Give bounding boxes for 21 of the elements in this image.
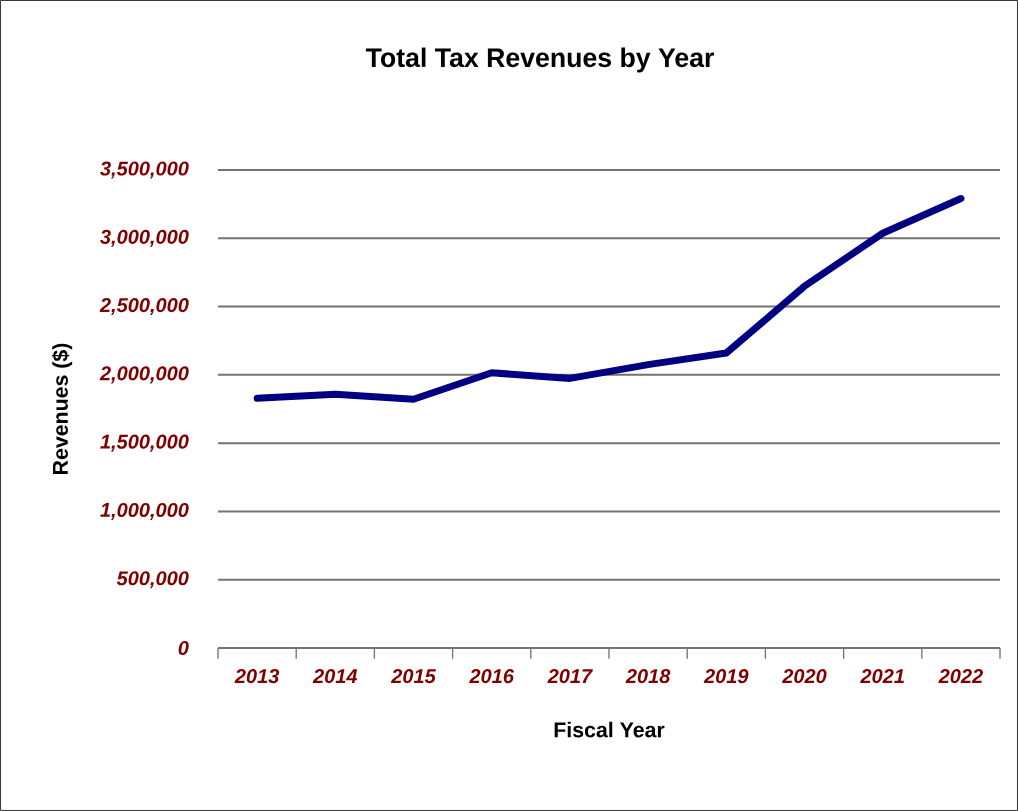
x-tick-label: 2013 (234, 669, 280, 684)
x-tick-label: 2018 (625, 669, 671, 684)
x-axis-title: Fiscal Year (554, 721, 665, 738)
x-tick-label: 2014 (312, 669, 358, 684)
y-tick-label: 2,500,000 (99, 298, 189, 316)
x-tick-label: 2016 (469, 669, 515, 684)
y-tick-label: 0 (178, 640, 189, 656)
x-tick-label: 2015 (390, 669, 436, 684)
y-tick-label: 2,000,000 (99, 366, 189, 384)
y-axis-title: Revenues ($) (51, 343, 73, 474)
x-tick-label: 2021 (860, 669, 904, 684)
y-tick-label: 1,000,000 (100, 502, 189, 520)
x-tick-label: 2017 (547, 669, 593, 684)
y-tick-label: 1,500,000 (100, 434, 189, 452)
y-tick-label: 3,000,000 (100, 229, 189, 247)
y-tick-label: 3,500,000 (100, 161, 189, 179)
x-tick-label: 2019 (703, 669, 749, 684)
chart-title: Total Tax Revenues by Year (365, 47, 714, 73)
x-tick-label: 2022 (938, 669, 983, 684)
y-tick-label: 500,000 (116, 571, 189, 589)
x-tick-label: 2020 (781, 669, 827, 684)
